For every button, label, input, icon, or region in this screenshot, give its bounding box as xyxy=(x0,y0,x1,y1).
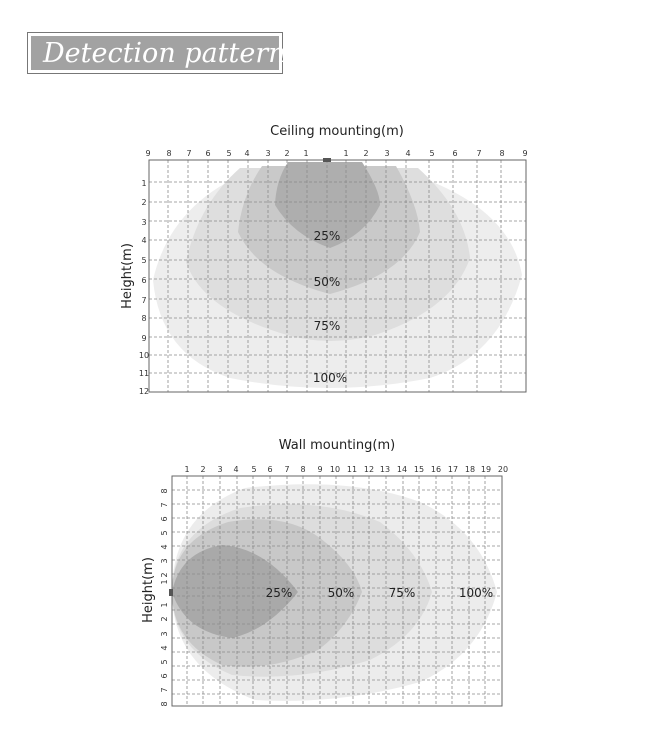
wall-y-tick: 5 xyxy=(160,530,169,535)
wall-x-tick: 5 xyxy=(251,465,256,474)
ceiling-y-tick: 5 xyxy=(141,256,146,265)
ceiling-x-tick: 3 xyxy=(265,149,270,158)
wall-x-tick: 16 xyxy=(431,465,441,474)
ceiling-x-tick: 3 xyxy=(384,149,389,158)
ceiling-y-ticks: 1 2 3 4 5 6 7 8 9 10 11 12 xyxy=(139,179,149,396)
wall-zone-label-100: 100% xyxy=(459,586,493,600)
wall-grid xyxy=(172,476,502,706)
wall-zone-label-75: 75% xyxy=(389,586,416,600)
wall-y-tick: 8 xyxy=(160,701,169,706)
ceiling-x-tick: 6 xyxy=(452,149,457,158)
wall-y-tick: 2 xyxy=(160,616,169,621)
wall-zone-labels: 25% 50% 75% 100% xyxy=(266,586,493,600)
ceiling-zone-label-100: 100% xyxy=(313,371,347,385)
ceiling-y-tick: 1 xyxy=(141,179,146,188)
ceiling-y-tick: 9 xyxy=(141,334,146,343)
ceiling-zone-25 xyxy=(275,162,380,248)
ceiling-x-tick: 7 xyxy=(476,149,481,158)
wall-y-tick: 7 xyxy=(160,687,169,692)
ceiling-y-tick: 12 xyxy=(139,387,149,396)
ceiling-y-tick: 8 xyxy=(141,314,146,323)
ceiling-x-tick: 2 xyxy=(363,149,368,158)
wall-zone-label-50: 50% xyxy=(328,586,355,600)
wall-y-tick: 6 xyxy=(160,516,169,521)
ceiling-zone-labels: 25% 50% 75% 100% xyxy=(313,229,347,385)
wall-x-tick: 17 xyxy=(448,465,458,474)
ceiling-x-tick: 6 xyxy=(205,149,210,158)
ceiling-chart: Ceiling mounting(m) 9 8 7 6 5 4 3 2 1 1 … xyxy=(120,124,528,396)
wall-zone-label-25: 25% xyxy=(266,586,293,600)
wall-y-tick: 6 xyxy=(160,673,169,678)
ceiling-y-axis-label: Height(m) xyxy=(120,243,135,309)
wall-y-tick: 1 xyxy=(160,602,169,607)
wall-x-tick: 4 xyxy=(233,465,238,474)
ceiling-x-tick: 1 xyxy=(303,149,308,158)
ceiling-x-tick: 4 xyxy=(244,149,249,158)
wall-zone-25 xyxy=(172,545,298,638)
ceiling-zone-label-25: 25% xyxy=(314,229,341,243)
ceiling-x-tick: 1 xyxy=(343,149,348,158)
ceiling-x-tick: 7 xyxy=(186,149,191,158)
wall-sensor-marker xyxy=(169,589,173,596)
wall-x-tick: 19 xyxy=(481,465,491,474)
wall-x-tick: 3 xyxy=(217,465,222,474)
ceiling-y-tick: 4 xyxy=(141,236,146,245)
wall-y-axis-label: Height(m) xyxy=(141,557,156,623)
wall-x-tick: 18 xyxy=(465,465,475,474)
ceiling-x-tick: 8 xyxy=(499,149,504,158)
wall-y-ticks: 8 7 6 5 4 3 2 1 1 2 3 4 5 6 7 8 xyxy=(160,488,169,706)
ceiling-chart-title: Ceiling mounting(m) xyxy=(270,124,404,139)
ceiling-x-tick: 8 xyxy=(166,149,171,158)
wall-x-tick: 7 xyxy=(284,465,289,474)
wall-y-tick: 3 xyxy=(160,631,169,636)
wall-x-tick: 1 xyxy=(184,465,189,474)
ceiling-x-tick: 5 xyxy=(226,149,231,158)
wall-x-tick: 12 xyxy=(364,465,374,474)
ceiling-x-tick: 5 xyxy=(429,149,434,158)
wall-x-tick: 2 xyxy=(200,465,205,474)
ceiling-y-tick: 6 xyxy=(141,276,146,285)
ceiling-x-ticks: 9 8 7 6 5 4 3 2 1 1 2 3 4 5 6 7 8 9 xyxy=(145,149,527,158)
wall-x-ticks: 1 2 3 4 5 6 7 8 9 10 11 12 13 14 15 16 1… xyxy=(184,465,508,474)
wall-x-tick: 9 xyxy=(317,465,322,474)
ceiling-y-tick: 11 xyxy=(139,369,149,378)
ceiling-y-tick: 2 xyxy=(141,198,146,207)
ceiling-x-tick: 9 xyxy=(145,149,150,158)
wall-x-tick: 10 xyxy=(330,465,340,474)
wall-chart-title: Wall mounting(m) xyxy=(279,438,395,453)
section-title: Detection pattern xyxy=(43,38,286,69)
section-header-background: Detection pattern xyxy=(31,36,286,70)
wall-x-tick: 20 xyxy=(498,465,508,474)
wall-x-tick: 8 xyxy=(300,465,305,474)
wall-y-tick: 2 xyxy=(160,572,169,577)
ceiling-x-tick: 9 xyxy=(522,149,527,158)
ceiling-y-tick: 3 xyxy=(141,218,146,227)
wall-y-tick: 7 xyxy=(160,502,169,507)
ceiling-zone-label-75: 75% xyxy=(314,319,341,333)
wall-x-tick: 6 xyxy=(267,465,272,474)
ceiling-y-tick: 10 xyxy=(139,351,149,360)
wall-y-tick: 5 xyxy=(160,659,169,664)
ceiling-plot-frame xyxy=(148,159,527,393)
wall-x-tick: 15 xyxy=(414,465,424,474)
ceiling-grid xyxy=(149,160,526,392)
wall-x-tick: 11 xyxy=(347,465,357,474)
wall-chart: Wall mounting(m) 1 2 3 4 5 6 7 8 9 10 11… xyxy=(141,438,508,707)
ceiling-sensor-marker xyxy=(323,158,331,162)
wall-y-tick: 1 xyxy=(160,579,169,584)
ceiling-zone-label-50: 50% xyxy=(314,275,341,289)
ceiling-zones xyxy=(153,162,522,388)
wall-y-tick: 4 xyxy=(160,544,169,549)
ceiling-x-tick: 4 xyxy=(405,149,410,158)
ceiling-x-tick: 2 xyxy=(284,149,289,158)
wall-x-tick: 14 xyxy=(397,465,407,474)
section-header: Detection pattern xyxy=(27,32,286,74)
wall-x-tick: 13 xyxy=(380,465,390,474)
wall-y-tick: 3 xyxy=(160,558,169,563)
wall-y-tick: 8 xyxy=(160,488,169,493)
wall-y-tick: 4 xyxy=(160,645,169,650)
ceiling-y-tick: 7 xyxy=(141,296,146,305)
